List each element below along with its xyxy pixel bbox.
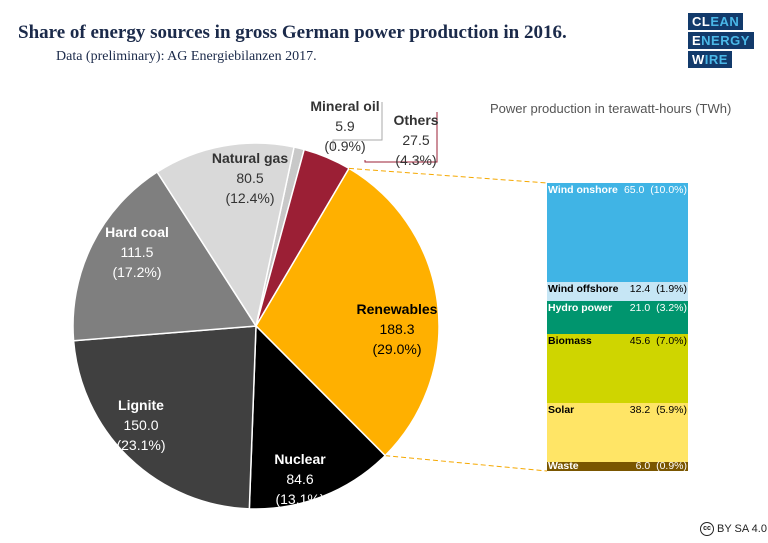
- segment-value: 45.6 (7.0%): [629, 334, 687, 347]
- slice-label: Nuclear 84.6 (13.1%): [274, 449, 325, 509]
- slice-label: Mineral oil 5.9 (0.9%): [310, 96, 379, 156]
- slice-value: 150.0: [123, 417, 159, 433]
- slice-value: 188.3: [379, 321, 415, 337]
- slice-name: Lignite: [118, 397, 164, 413]
- pie-slice-lignite: [72, 325, 257, 510]
- segment-name: Wind offshore: [548, 283, 619, 296]
- slice-label: Hard coal 111.5 (17.2%): [105, 222, 169, 282]
- segment-name: Wind onshore: [548, 184, 618, 196]
- cc-icon: cc: [700, 522, 714, 536]
- clean-energy-wire-logo: CLEAN ENERGY WIRE: [688, 13, 754, 70]
- slice-pct: (23.1%): [116, 437, 166, 453]
- segment-name: Hydro power: [548, 302, 613, 315]
- segment-value: 65.0 (10.0%): [623, 184, 687, 196]
- leader-line: [332, 102, 383, 150]
- slice-label: Natural gas 80.5 (12.4%): [212, 148, 288, 208]
- segment-name: Biomass: [548, 334, 592, 347]
- slice-pct: (4.3%): [395, 152, 437, 168]
- license-text: BY SA 4.0: [717, 522, 767, 535]
- slice-label: Lignite 150.0 (23.1%): [116, 395, 165, 455]
- slice-value: 80.5: [236, 170, 264, 186]
- slice-label: Others 27.5 (4.3%): [393, 110, 438, 170]
- segment-name: Waste: [548, 459, 579, 472]
- bar-segment-solar: Solar 38.2 (5.9%): [547, 403, 688, 462]
- license: cc BY SA 4.0: [700, 522, 767, 536]
- bar-segment-wind-onshore: Wind onshore 65.0 (10.0%): [547, 183, 688, 283]
- slice-name: Renewables: [356, 301, 438, 317]
- slice-name: Mineral oil: [310, 98, 380, 114]
- segment-name: Solar: [548, 404, 575, 417]
- slice-value: 111.5: [120, 244, 154, 260]
- slice-value: 27.5: [402, 132, 430, 148]
- connector-line: [348, 167, 548, 184]
- connector-line: [385, 455, 548, 472]
- segment-value: 38.2 (5.9%): [629, 404, 687, 417]
- chart-title: Share of energy sources in gross German …: [18, 22, 567, 43]
- slice-pct: (17.2%): [112, 264, 162, 280]
- pie-slice-renewables: [255, 167, 440, 457]
- slice-pct: (0.9%): [324, 138, 366, 154]
- slice-label: Renewables 188.3 (29.0%): [357, 299, 438, 359]
- chart-subtitle: Data (preliminary): AG Energiebilanzen 2…: [56, 49, 317, 64]
- bar-segment-wind-offshore: Wind offshore 12.4 (1.9%): [547, 282, 688, 302]
- unit-label: Power production in terawatt-hours (TWh): [490, 101, 732, 116]
- slice-name: Nuclear: [274, 451, 326, 467]
- bar-segment-waste: Waste 6.0 (0.9%): [547, 459, 688, 472]
- pie-slice-nuclear: [248, 324, 387, 510]
- slice-name: Hard coal: [105, 224, 169, 240]
- slice-value: 5.9: [335, 118, 355, 134]
- slice-value: 84.6: [286, 471, 314, 487]
- pie-slice-natural-gas: [156, 142, 295, 328]
- slice-name: Natural gas: [211, 150, 289, 166]
- slice-pct: (13.1%): [275, 491, 325, 507]
- bar-segment-biomass: Biomass 45.6 (7.0%): [547, 333, 688, 404]
- slice-pct: (12.4%): [225, 190, 275, 206]
- pie-slice-hard-coal: [72, 170, 258, 342]
- slice-pct: (29.0%): [372, 341, 422, 357]
- bar-segment-hydro-power: Hydro power 21.0 (3.2%): [547, 301, 688, 334]
- leader-line: [364, 112, 438, 163]
- segment-value: 6.0 (0.9%): [635, 459, 687, 472]
- slice-name: Others: [393, 112, 439, 128]
- segment-value: 12.4 (1.9%): [629, 283, 687, 296]
- segment-value: 21.0 (3.2%): [629, 302, 687, 315]
